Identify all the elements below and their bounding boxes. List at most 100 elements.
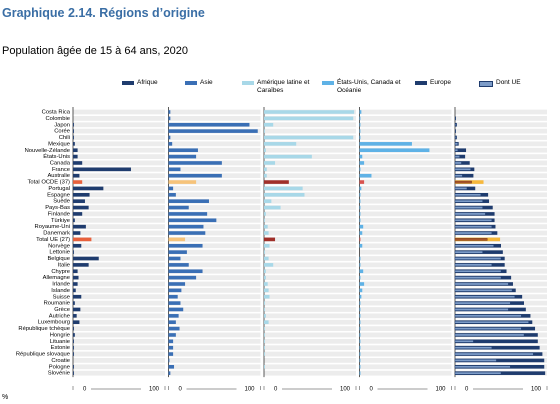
bar — [455, 173, 474, 178]
row-band — [73, 224, 165, 230]
row-band — [359, 294, 452, 300]
bar — [359, 243, 363, 248]
row-band — [168, 186, 261, 191]
row-band — [168, 351, 261, 357]
y-tick-label: Estonie — [51, 345, 70, 351]
row-band — [455, 154, 547, 159]
row-band — [264, 319, 356, 325]
bar — [73, 205, 89, 210]
row-band — [73, 287, 165, 293]
row-band — [359, 249, 452, 255]
bar — [359, 358, 361, 363]
row-band — [73, 179, 165, 185]
y-tick-label: Nouvelle-Zélande — [25, 148, 70, 154]
bar — [359, 218, 361, 223]
row-band — [264, 243, 356, 249]
bar — [168, 275, 197, 280]
row-band — [455, 205, 547, 210]
bar — [168, 167, 181, 172]
bar — [168, 301, 181, 305]
y-tick-label: Hongrie — [50, 332, 70, 338]
y-tick-label: Canada — [50, 160, 71, 166]
row-band — [73, 351, 165, 357]
bar — [168, 339, 174, 344]
bar — [264, 294, 270, 299]
row-band — [73, 294, 165, 300]
row-band — [73, 326, 165, 331]
row-band — [359, 256, 452, 261]
row-band — [455, 237, 547, 242]
y-tick-label: Chypre — [51, 269, 70, 275]
bar — [359, 320, 361, 325]
row-band — [359, 230, 452, 236]
bar — [264, 224, 268, 229]
bar — [73, 339, 74, 344]
bar — [73, 161, 83, 165]
row-band — [73, 262, 165, 268]
row-band — [264, 147, 356, 153]
bar — [73, 129, 74, 133]
legend-label: Dont UE — [496, 79, 521, 86]
bar — [73, 275, 79, 280]
row-band — [168, 115, 261, 121]
row-band — [73, 313, 165, 319]
bar — [264, 110, 355, 114]
row-band — [455, 217, 547, 223]
row-band — [359, 345, 452, 351]
chart-title: Graphique 2.14. Régions d’origine — [2, 6, 205, 20]
y-tick-label: Royaume-Uni — [35, 224, 70, 230]
y-tick-label: Grèce — [54, 307, 70, 313]
row-band — [73, 186, 165, 191]
row-band — [264, 211, 356, 217]
row-band — [264, 338, 356, 344]
bar — [264, 173, 267, 178]
row-band — [359, 179, 452, 185]
y-tick-label: Chili — [59, 135, 70, 141]
bar — [454, 206, 483, 209]
x-tick-label: 0 — [179, 387, 183, 393]
bar — [168, 294, 178, 299]
bar — [359, 129, 361, 133]
legend-item: Amérique latine et Caraïbes — [242, 79, 312, 95]
row-band — [359, 192, 452, 198]
y-tick-label: Portugal — [48, 186, 70, 192]
bar — [359, 180, 365, 184]
row-band — [264, 141, 356, 147]
row-band — [359, 217, 452, 223]
row-band — [168, 338, 261, 344]
legend-item: Asie — [185, 79, 235, 87]
bar — [264, 205, 281, 210]
row-band — [73, 275, 165, 281]
bar — [359, 135, 361, 140]
bar — [264, 263, 274, 267]
bar — [264, 116, 354, 121]
row-band — [264, 268, 356, 274]
row-band — [359, 351, 452, 357]
row-band — [359, 370, 452, 376]
row-band — [264, 198, 356, 204]
legend-label: Europe — [430, 79, 451, 86]
row-band — [264, 275, 356, 281]
row-band — [168, 154, 261, 159]
y-tick-label: Colombie — [46, 116, 71, 122]
bar — [454, 289, 513, 292]
row-band — [73, 198, 165, 204]
bar — [359, 161, 365, 165]
bar — [359, 148, 430, 153]
row-band — [264, 287, 356, 293]
bar — [264, 154, 312, 159]
bar — [454, 123, 457, 127]
bar — [359, 263, 361, 267]
bar — [454, 320, 529, 324]
legend-swatch — [479, 81, 493, 87]
row-band — [73, 319, 165, 325]
bar — [264, 314, 266, 318]
row-band — [168, 256, 261, 261]
x-tick-label: 0 — [465, 387, 469, 393]
row-band — [264, 173, 356, 179]
bar — [168, 288, 182, 293]
row-band — [455, 179, 547, 185]
bar — [264, 365, 265, 369]
row-band — [359, 224, 452, 230]
row-band — [264, 122, 356, 128]
